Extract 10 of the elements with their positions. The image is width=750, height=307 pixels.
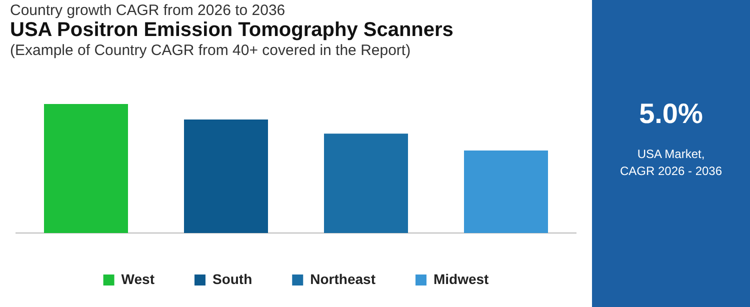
text: Country growth CAGR from 2026 to 2036 — [10, 2, 286, 19]
chart-title: USA Positron Emission Tomography Scanners — [10, 19, 454, 42]
text: 5.0% — [638, 98, 704, 130]
legend-label: Midwest — [433, 270, 490, 287]
text: USA Market, — [636, 146, 706, 163]
legend-label: West — [121, 270, 155, 287]
text: CAGR 2026 - 2036 — [618, 163, 724, 180]
legend-label: Northeast — [310, 270, 376, 287]
chart-subtitle: (Example of Country CAGR from 40+ covered in the Report) — [10, 42, 412, 59]
legend-label: South — [212, 270, 252, 287]
